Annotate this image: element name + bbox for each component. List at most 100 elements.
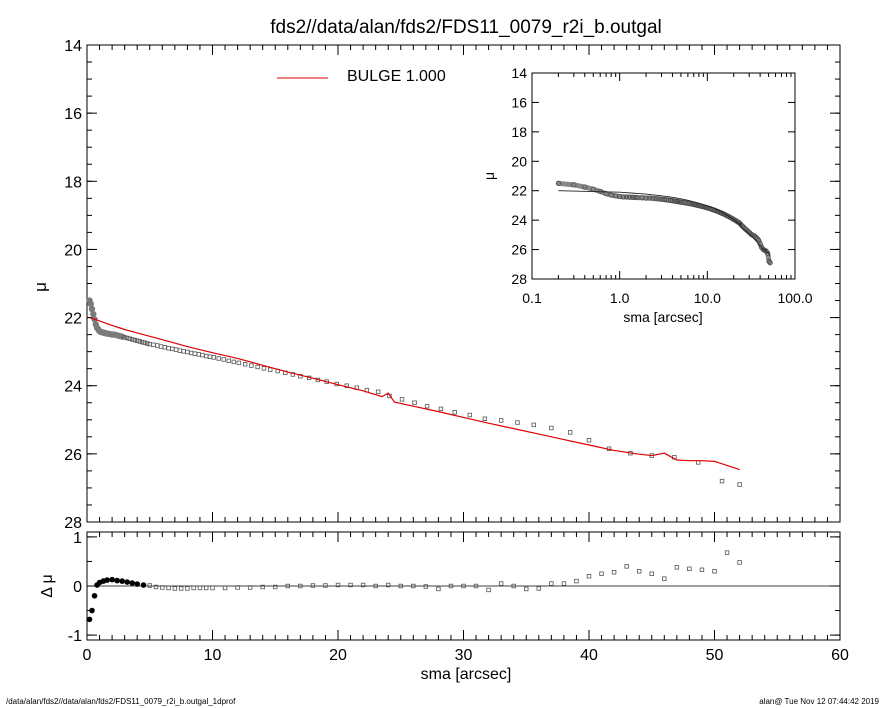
inset-data-point	[767, 260, 773, 266]
inset-xtick-label: 0.1	[522, 290, 542, 306]
residual-point	[687, 566, 692, 572]
residual-point	[574, 578, 579, 584]
inset-xtick-label: 100.0	[777, 290, 812, 306]
inset-data-point	[620, 194, 626, 200]
residual-point	[536, 586, 541, 591]
main-ylabel: μ	[31, 282, 50, 292]
residual-point	[91, 593, 98, 599]
data-point	[140, 339, 145, 345]
data-point	[192, 351, 198, 356]
main-ytick-label: 18	[64, 174, 82, 191]
data-point	[249, 363, 254, 368]
footer-right: alan@ Tue Nov 12 07:44:42 2019	[759, 697, 879, 706]
data-point	[207, 354, 213, 359]
residual-point	[724, 550, 730, 555]
data-point	[118, 333, 126, 340]
main-ytick-label: 26	[64, 447, 82, 464]
residual-point	[624, 564, 629, 569]
data-point	[124, 335, 130, 341]
main-ytick-label: 28	[64, 515, 82, 532]
residual-point	[448, 583, 454, 589]
data-point	[261, 366, 267, 371]
residual-ytick-label: -1	[68, 628, 82, 645]
inset-panel: 14 16 18 20 22 24 26 28 0.1 1.0 10.0 100.0 sma [arcs…	[481, 65, 813, 325]
footer-left: /data/alan/fds2//data/alan/fds2/FDS11_00…	[6, 697, 236, 706]
data-point	[204, 353, 209, 359]
inset-data-point	[756, 237, 762, 243]
data-point	[567, 430, 573, 435]
residual-point	[153, 584, 159, 590]
residual-point	[197, 585, 203, 591]
residual-point	[461, 583, 466, 589]
inset-ytick-label: 16	[511, 94, 527, 110]
data-point	[155, 343, 160, 348]
inset-data-point	[643, 195, 649, 201]
residual-xtick-label: 50	[706, 647, 724, 664]
residual-point	[335, 582, 341, 588]
data-point	[290, 372, 296, 377]
data-point	[158, 344, 164, 349]
residual-point	[222, 585, 228, 591]
residual-point	[247, 585, 253, 590]
residual-point	[549, 581, 554, 586]
residual-point	[649, 571, 654, 576]
residual-point	[298, 583, 303, 589]
residual-point	[611, 570, 617, 575]
chart-title: fds2//data/alan/fds2/FDS11_0079_r2i_b.ou…	[270, 17, 662, 38]
data-point	[344, 383, 349, 388]
inset-data-point	[684, 200, 690, 206]
data-point	[467, 412, 472, 418]
data-point	[196, 352, 201, 357]
inset-data-point	[765, 250, 771, 256]
residual-point	[373, 583, 378, 589]
data-point	[412, 400, 417, 405]
data-point	[255, 364, 260, 370]
data-point	[531, 422, 536, 428]
data-point	[145, 341, 150, 346]
data-point	[173, 347, 179, 352]
data-point	[151, 342, 156, 348]
residual-point	[348, 582, 353, 588]
data-point	[177, 348, 183, 353]
inset-data-point	[753, 234, 759, 240]
data-point	[737, 482, 742, 487]
residual-point	[191, 585, 196, 591]
inset-data-point	[653, 196, 659, 202]
data-point	[188, 350, 194, 356]
data-point	[375, 389, 381, 395]
residual-point	[473, 583, 479, 589]
data-point	[399, 397, 405, 402]
residual-point	[699, 567, 705, 572]
residual-point	[210, 585, 215, 591]
data-point	[482, 416, 488, 421]
residual-xlabel: sma [arcsec]	[421, 666, 512, 683]
inset-data-point	[656, 196, 662, 202]
residual-point	[140, 582, 147, 588]
residual-point	[486, 587, 491, 593]
inset-xtick-label: 1.0	[610, 290, 630, 306]
data-point	[170, 346, 175, 352]
residual-point	[172, 586, 178, 591]
residual-xtick-label: 40	[580, 647, 598, 664]
inset-ytick-label: 26	[511, 242, 527, 258]
residual-point	[511, 583, 516, 589]
data-point	[549, 425, 554, 431]
residual-point	[360, 582, 366, 588]
data-point	[452, 410, 457, 415]
data-point	[438, 406, 444, 412]
residual-point	[147, 583, 152, 588]
data-point	[122, 335, 127, 340]
inset-model-line	[558, 190, 771, 257]
data-point	[498, 418, 504, 423]
model-line-bulge	[89, 317, 740, 471]
inset-ytick-label: 22	[511, 183, 527, 199]
data-point	[127, 336, 132, 341]
residual-point	[524, 586, 529, 592]
residual-point	[662, 576, 667, 581]
data-point	[242, 362, 248, 367]
inset-ytick-label: 24	[511, 212, 527, 228]
inset-ytick-label: 20	[511, 153, 527, 169]
inset-data-point	[669, 198, 675, 204]
residual-point	[586, 573, 592, 579]
data-point	[88, 305, 96, 313]
